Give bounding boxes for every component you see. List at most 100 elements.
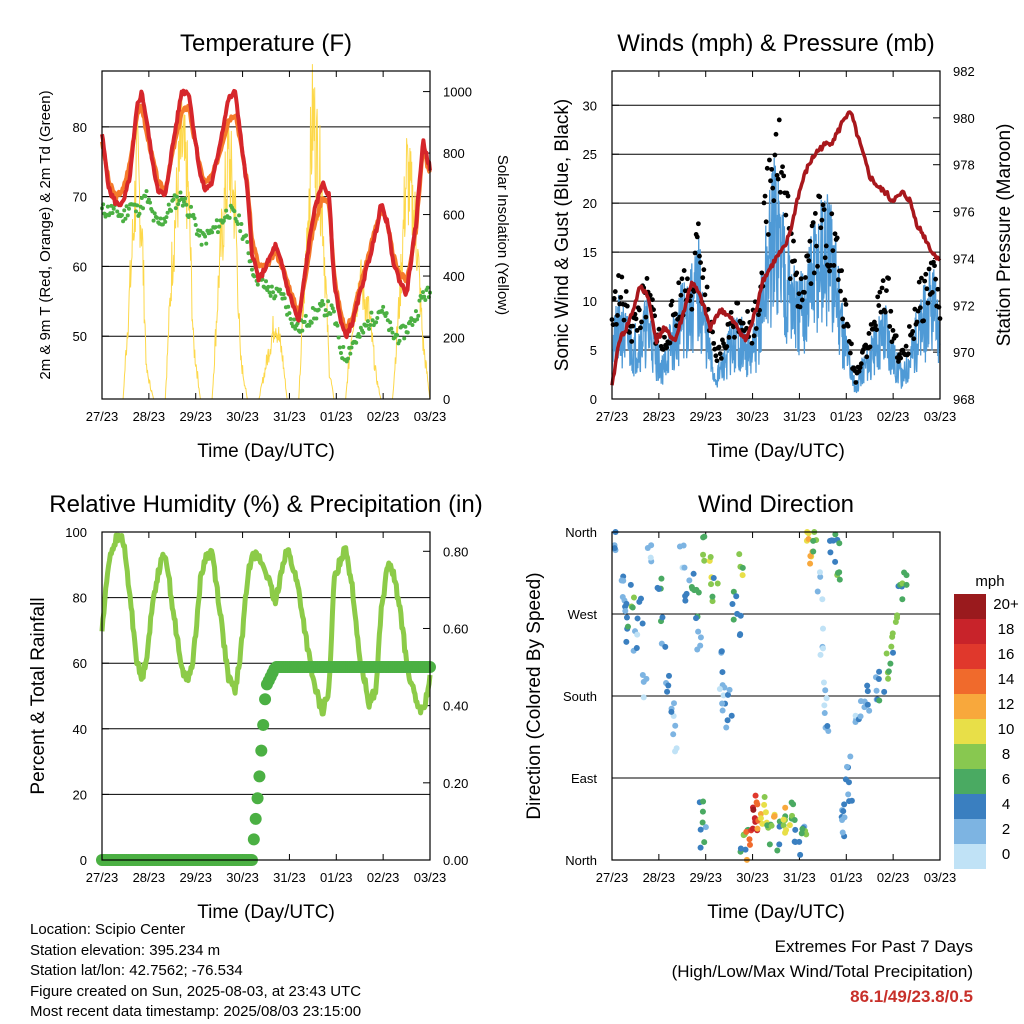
direction-point (721, 684, 728, 691)
dewpoint-point (375, 315, 380, 320)
gust-point (764, 165, 770, 171)
direction-point (701, 557, 708, 564)
direction-point (768, 822, 775, 829)
gust-point (783, 212, 789, 218)
gust-point (611, 296, 617, 301)
gust-point (919, 275, 924, 281)
dewpoint-point (337, 345, 342, 350)
dewpoint-point (309, 320, 314, 325)
gust-point (840, 316, 846, 322)
dewpoint-point (341, 344, 346, 349)
direction-point (720, 692, 727, 699)
colorbar-label: 8 (1002, 746, 1010, 763)
y2-tick-label: 600 (443, 208, 465, 223)
direction-point (864, 701, 871, 708)
gust-point (876, 303, 882, 308)
direction-point (620, 577, 627, 584)
direction-point (820, 679, 827, 686)
dewpoint-point (227, 215, 232, 220)
direction-point (718, 648, 725, 655)
x-tick-label: 29/23 (689, 409, 722, 424)
gust-point (910, 329, 916, 334)
precip-point (255, 744, 268, 757)
direction-point (887, 660, 894, 667)
station-info: Location: Scipio Center Station elevatio… (30, 920, 361, 1023)
direction-point (888, 643, 895, 650)
colorbar-label: 10 (998, 721, 1015, 738)
gust-point (856, 368, 862, 374)
gust-point (761, 200, 767, 206)
dewpoint-point (405, 330, 410, 335)
rh-series (99, 532, 433, 717)
gust-point (668, 302, 674, 308)
y-tick-label: 80 (73, 120, 87, 135)
colorbar-title: mph (975, 573, 1004, 590)
chart-title: Winds (mph) & Pressure (mb) (617, 30, 934, 57)
x-tick-label: 31/23 (273, 870, 306, 885)
direction-point (728, 712, 735, 719)
dewpoint-point (238, 229, 243, 234)
colorbar-swatch (954, 719, 986, 744)
gust-point (823, 243, 829, 249)
direction-point (710, 575, 717, 582)
y2-tick-label: 0.00 (443, 853, 468, 868)
gust-point (802, 290, 807, 295)
direction-point (623, 600, 630, 607)
dewpoint-point (203, 234, 208, 239)
gust-point (926, 266, 932, 272)
gust-point (679, 276, 685, 282)
y2-axis-label: Station Pressure (Maroon) (994, 124, 1015, 347)
direction-point (814, 588, 821, 595)
gust-point (820, 202, 826, 208)
dewpoint-point (221, 218, 226, 223)
direction-point (780, 822, 787, 829)
gust-point (751, 333, 757, 339)
dewpoint-point (235, 222, 240, 227)
gust-point (634, 328, 640, 333)
gust-point (775, 176, 781, 182)
direction-point (799, 825, 806, 832)
gust-point (880, 278, 886, 284)
direction-point (885, 668, 892, 675)
gust-point (887, 324, 893, 329)
x-tick-label: 01/23 (320, 409, 353, 424)
gust-point (702, 292, 708, 298)
y2-tick-label: 1000 (443, 85, 472, 100)
direction-point (714, 580, 721, 587)
gust-point (697, 253, 702, 259)
direction-point (697, 634, 704, 641)
direction-point (810, 548, 817, 555)
direction-point (820, 645, 827, 652)
y-tick-label: 40 (73, 722, 87, 737)
gust-point (811, 270, 817, 276)
direction-point (648, 542, 655, 549)
gust-point (929, 290, 935, 295)
gust-point (839, 268, 844, 274)
gust-point (803, 275, 808, 280)
y-tick-label: 10 (583, 294, 597, 309)
gust-point (874, 327, 879, 333)
x-tick-label: 01/23 (830, 409, 863, 424)
gust-point (810, 220, 816, 226)
gust-point (629, 339, 635, 344)
direction-point (782, 829, 789, 836)
x-tick-label: 27/23 (86, 870, 119, 885)
y-tick-label: 30 (583, 98, 597, 113)
gust-point (664, 345, 670, 350)
extremes-box: Extremes For Past 7 Days (High/Low/Max W… (672, 934, 973, 1009)
chart-title: Relative Humidity (%) & Precipitation (i… (49, 491, 482, 518)
y-tick-label: 100 (65, 525, 87, 540)
gust-point (667, 340, 673, 346)
gust-point (917, 305, 923, 311)
y-axis-label: Direction (Colored By Speed) (524, 572, 545, 819)
gust-point (787, 276, 793, 282)
dewpoint-point (245, 240, 250, 245)
direction-point (840, 808, 847, 815)
y-tick-label: 5 (590, 343, 597, 358)
gust-point (822, 255, 828, 261)
colorbar-label: 20+ (993, 596, 1019, 613)
dewpoint-point (292, 317, 297, 322)
direction-point (876, 697, 883, 704)
gust-point (906, 324, 912, 329)
y-tick-label: 25 (583, 147, 597, 162)
